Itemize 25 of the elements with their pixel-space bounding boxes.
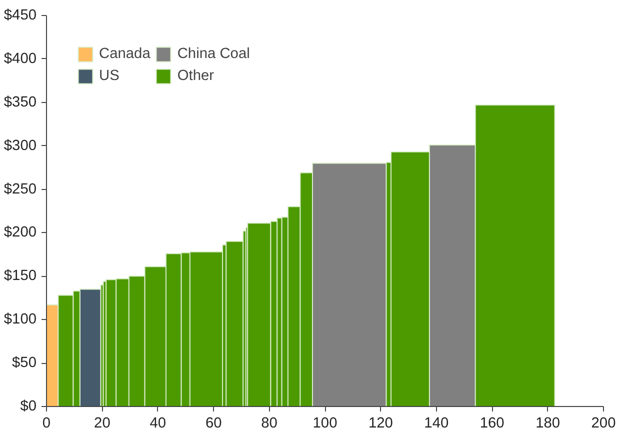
x-tick-label: 0 — [42, 416, 51, 430]
y-tick-label: $350 — [4, 94, 37, 110]
legend-label: China Coal — [177, 46, 250, 62]
y-tick-label: $400 — [4, 50, 37, 67]
x-tick-label: 60 — [205, 416, 222, 430]
x-tick-label: 140 — [424, 416, 449, 430]
legend-label: Canada — [99, 46, 150, 62]
x-tick-label: 80 — [261, 416, 278, 430]
y-tick-label: $300 — [4, 138, 37, 154]
y-tick-label: $150 — [4, 268, 37, 284]
x-tick-label: 40 — [150, 416, 166, 430]
y-tick-label: $0 — [20, 398, 37, 414]
y-tick-label: $250 — [4, 181, 37, 198]
x-tick-label: 100 — [312, 416, 338, 430]
legend-label: US — [99, 68, 120, 84]
x-tick-label: 200 — [591, 416, 616, 430]
x-tick-label: 120 — [368, 416, 393, 430]
y-tick-label: $450 — [4, 8, 37, 24]
y-tick-label: $50 — [12, 355, 37, 372]
x-tick-label: 160 — [480, 416, 504, 430]
y-tick-label: $100 — [4, 312, 37, 328]
x-tick-label: 180 — [536, 416, 560, 430]
y-tick-label: $200 — [4, 224, 37, 241]
legend-label: Other — [177, 68, 214, 84]
x-tick-label: 20 — [94, 416, 110, 430]
